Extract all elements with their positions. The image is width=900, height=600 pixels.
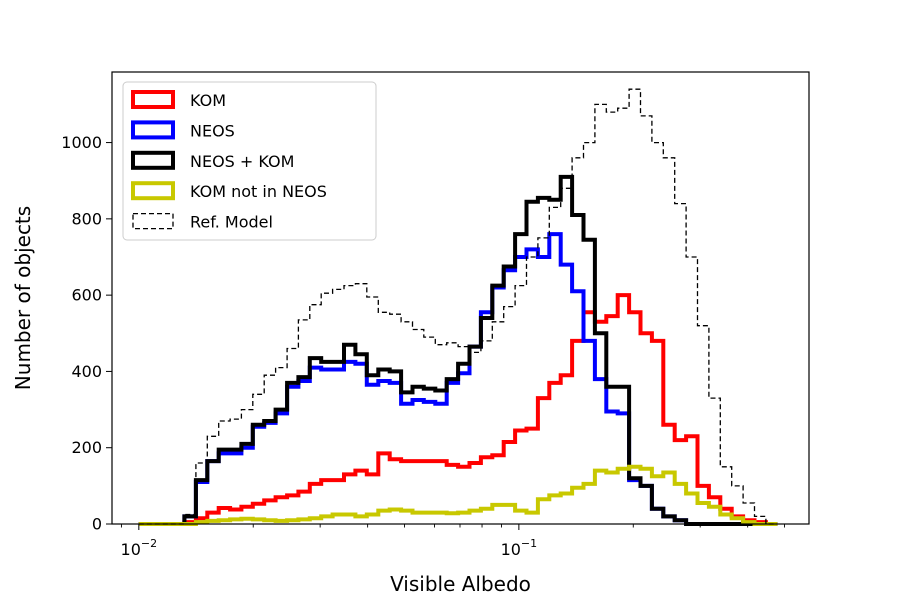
series-5-line [138, 88, 778, 525]
legend-label: Ref. Model [190, 213, 273, 232]
series-layer [138, 88, 778, 526]
y-tick-label: 200 [71, 438, 102, 457]
x-axis-label: Visible Albedo [390, 572, 531, 596]
series-4-line [138, 464, 778, 526]
series-3-line [138, 174, 778, 526]
legend-swatch [132, 212, 174, 230]
legend-label: KOM [190, 91, 226, 110]
legend-swatch [131, 181, 175, 201]
legend-label: NEOS [190, 121, 235, 140]
axes-frame [111, 71, 810, 525]
x-tick-label: 10−2 [121, 537, 158, 559]
legend-swatch [131, 150, 175, 170]
y-tick-label: 800 [71, 209, 102, 228]
y-tick-label: 400 [71, 362, 102, 381]
legend-box [122, 81, 377, 241]
y-tick-label: 600 [71, 286, 102, 305]
legend-label: KOM not in NEOS [190, 182, 327, 201]
y-axis-label: Number of objects [11, 206, 35, 390]
series-1-line [138, 293, 778, 526]
x-tick-label: 10−1 [501, 537, 538, 559]
y-tick-label: 0 [92, 515, 102, 534]
legend-label: NEOS + KOM [190, 152, 294, 171]
legend-swatch [131, 90, 175, 109]
legend: KOM NEOS NEOS + KOM KOM not in NEOS Ref. Mod… [122, 81, 377, 241]
y-tick-label: 1000 [61, 133, 102, 152]
ticks-layer: 0 200 400 600 800 1000 10−2 10−1 [61, 133, 785, 559]
legend-swatch [131, 120, 175, 140]
